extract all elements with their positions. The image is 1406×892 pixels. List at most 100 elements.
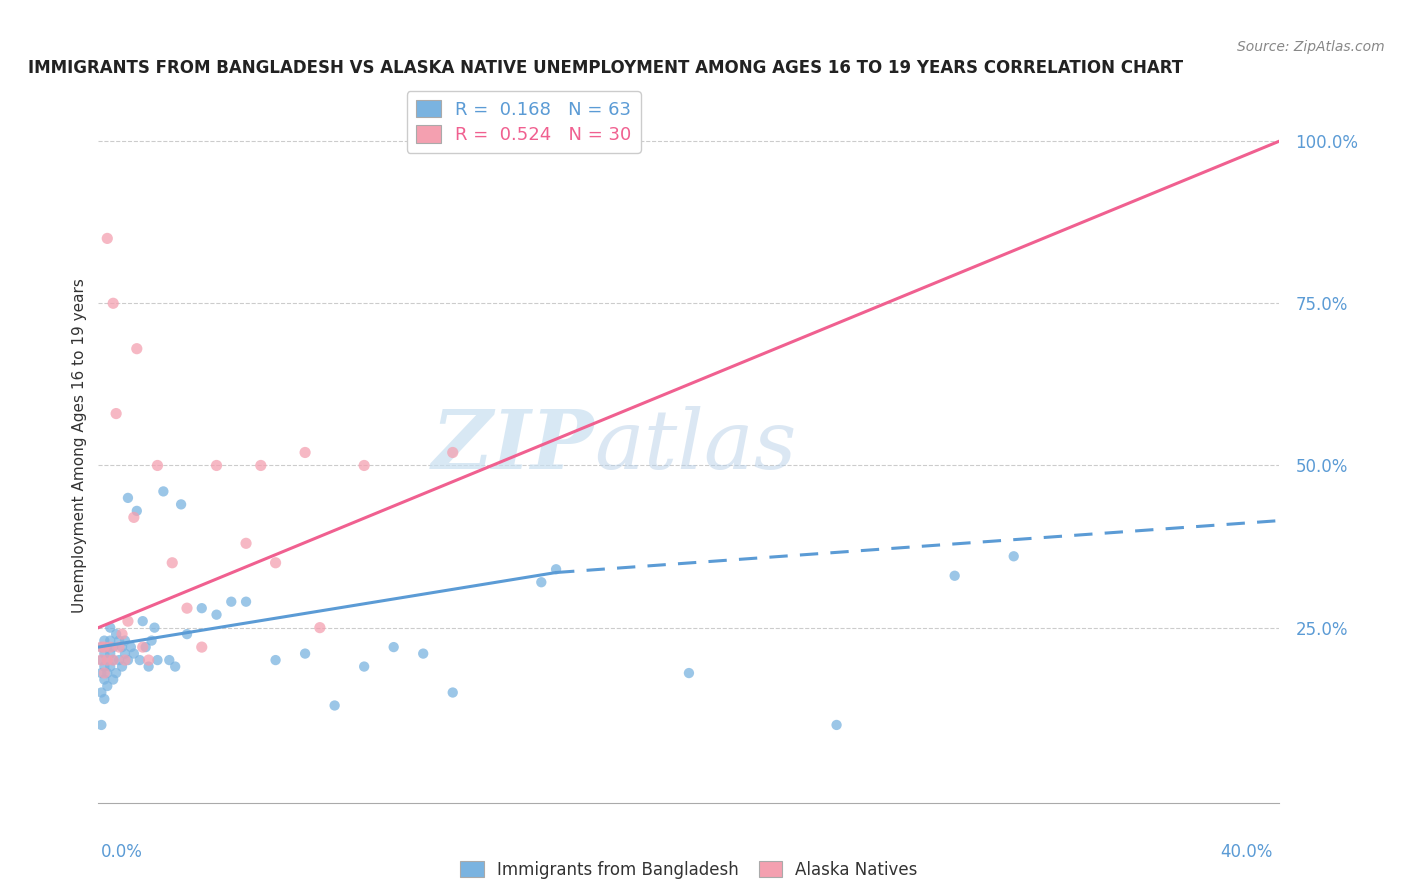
Y-axis label: Unemployment Among Ages 16 to 19 years: Unemployment Among Ages 16 to 19 years bbox=[72, 278, 87, 614]
Point bbox=[114, 653, 136, 667]
Point bbox=[108, 633, 131, 648]
Point bbox=[90, 666, 112, 681]
Point bbox=[103, 296, 125, 310]
Point bbox=[105, 666, 128, 681]
Point bbox=[176, 601, 198, 615]
Point bbox=[103, 673, 125, 687]
Point bbox=[93, 666, 115, 681]
Text: IMMIGRANTS FROM BANGLADESH VS ALASKA NATIVE UNEMPLOYMENT AMONG AGES 16 TO 19 YEA: IMMIGRANTS FROM BANGLADESH VS ALASKA NAT… bbox=[28, 59, 1182, 77]
Point bbox=[96, 653, 118, 667]
Point bbox=[170, 497, 193, 511]
Point bbox=[146, 458, 169, 473]
Point bbox=[90, 718, 112, 732]
Point bbox=[93, 659, 115, 673]
Point bbox=[90, 685, 112, 699]
Point bbox=[191, 601, 214, 615]
Point bbox=[103, 640, 125, 654]
Legend: Immigrants from Bangladesh, Alaska Natives: Immigrants from Bangladesh, Alaska Nativ… bbox=[451, 853, 927, 888]
Point bbox=[353, 659, 375, 673]
Point bbox=[120, 640, 142, 654]
Point bbox=[93, 640, 115, 654]
Point bbox=[96, 679, 118, 693]
Point bbox=[98, 621, 121, 635]
Text: 40.0%: 40.0% bbox=[1220, 843, 1272, 861]
Point bbox=[117, 491, 139, 505]
Point bbox=[93, 692, 115, 706]
Point bbox=[117, 614, 139, 628]
Point bbox=[114, 647, 136, 661]
Point bbox=[943, 568, 966, 582]
Point bbox=[309, 621, 332, 635]
Point bbox=[98, 647, 121, 661]
Point bbox=[103, 653, 125, 667]
Point bbox=[143, 621, 166, 635]
Point bbox=[152, 484, 174, 499]
Point bbox=[98, 659, 121, 673]
Point bbox=[250, 458, 273, 473]
Point bbox=[162, 556, 183, 570]
Point bbox=[90, 653, 112, 667]
Point bbox=[128, 653, 150, 667]
Point bbox=[294, 647, 316, 661]
Point bbox=[135, 640, 157, 654]
Point bbox=[678, 666, 700, 681]
Point bbox=[382, 640, 405, 654]
Point bbox=[205, 458, 228, 473]
Point bbox=[138, 653, 160, 667]
Point bbox=[108, 640, 131, 654]
Point bbox=[221, 595, 243, 609]
Point bbox=[125, 342, 148, 356]
Point bbox=[441, 445, 464, 459]
Point bbox=[98, 640, 121, 654]
Point bbox=[93, 633, 115, 648]
Point bbox=[93, 673, 115, 687]
Point bbox=[105, 627, 128, 641]
Point bbox=[90, 640, 112, 654]
Point bbox=[530, 575, 553, 590]
Point bbox=[264, 556, 287, 570]
Point bbox=[205, 607, 228, 622]
Point bbox=[157, 653, 180, 667]
Point bbox=[111, 627, 134, 641]
Point bbox=[96, 666, 118, 681]
Point bbox=[165, 659, 187, 673]
Point bbox=[93, 647, 115, 661]
Point bbox=[191, 640, 214, 654]
Point bbox=[111, 659, 134, 673]
Point bbox=[235, 536, 257, 550]
Point bbox=[264, 653, 287, 667]
Point bbox=[96, 640, 118, 654]
Text: atlas: atlas bbox=[595, 406, 797, 486]
Point bbox=[825, 718, 848, 732]
Point bbox=[90, 653, 112, 667]
Point bbox=[132, 614, 155, 628]
Point bbox=[146, 653, 169, 667]
Point bbox=[122, 647, 145, 661]
Point bbox=[96, 653, 118, 667]
Point bbox=[441, 685, 464, 699]
Point bbox=[96, 231, 118, 245]
Point bbox=[138, 659, 160, 673]
Point bbox=[323, 698, 346, 713]
Point bbox=[105, 407, 128, 421]
Point bbox=[90, 640, 112, 654]
Point bbox=[125, 504, 148, 518]
Point bbox=[176, 627, 198, 641]
Point bbox=[122, 510, 145, 524]
Point bbox=[412, 647, 434, 661]
Point bbox=[111, 640, 134, 654]
Point bbox=[546, 562, 568, 576]
Point bbox=[103, 653, 125, 667]
Point bbox=[108, 653, 131, 667]
Point bbox=[235, 595, 257, 609]
Text: Source: ZipAtlas.com: Source: ZipAtlas.com bbox=[1237, 40, 1385, 54]
Point bbox=[98, 633, 121, 648]
Point bbox=[353, 458, 375, 473]
Point bbox=[117, 653, 139, 667]
Text: 0.0%: 0.0% bbox=[101, 843, 143, 861]
Text: ZIP: ZIP bbox=[432, 406, 595, 486]
Point bbox=[132, 640, 155, 654]
Point bbox=[141, 633, 163, 648]
Point bbox=[114, 633, 136, 648]
Point bbox=[1002, 549, 1025, 564]
